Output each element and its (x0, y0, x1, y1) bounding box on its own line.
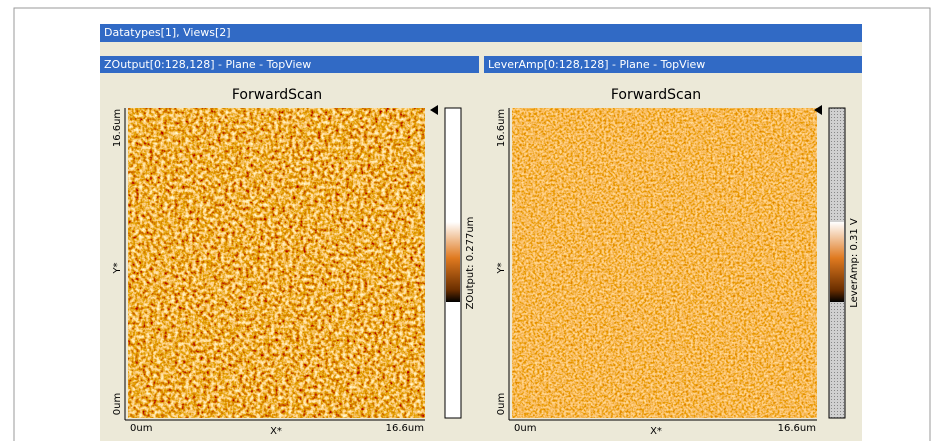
colorbar-label: LeverAmp: 0.31 V (849, 218, 860, 308)
y-max-label: 16.6um (496, 109, 507, 147)
x-axis-label: X* (650, 426, 662, 437)
y-axis-label: Y* (112, 262, 123, 274)
view-title: ZOutput[0:128,128] - Plane - TopView (104, 58, 311, 71)
colorbar-gradient (830, 222, 844, 302)
plot-title: ForwardScan (611, 87, 701, 103)
y-min-label: 0um (496, 393, 507, 415)
y-min-label: 0um (112, 393, 123, 415)
colorbar-label: ZOutput: 0.277um (465, 217, 476, 310)
afm-image (512, 108, 817, 418)
x-min-label: 0um (130, 423, 152, 434)
x-max-label: 16.6um (778, 423, 816, 434)
screen: Datatypes[1], Views[2] ZOutput[0:128,128… (0, 0, 943, 441)
view-title: LeverAmp[0:128,128] - Plane - TopView (488, 58, 705, 71)
afm-image (128, 108, 425, 418)
plot-title: ForwardScan (232, 87, 322, 103)
y-max-label: 16.6um (112, 109, 123, 147)
x-max-label: 16.6um (386, 423, 424, 434)
colorbar-gradient (446, 222, 460, 302)
page: Datatypes[1], Views[2] ZOutput[0:128,128… (0, 0, 943, 441)
x-axis-label: X* (270, 426, 282, 437)
window-title: Datatypes[1], Views[2] (104, 26, 231, 39)
y-axis-label: Y* (496, 262, 507, 274)
x-min-label: 0um (514, 423, 536, 434)
